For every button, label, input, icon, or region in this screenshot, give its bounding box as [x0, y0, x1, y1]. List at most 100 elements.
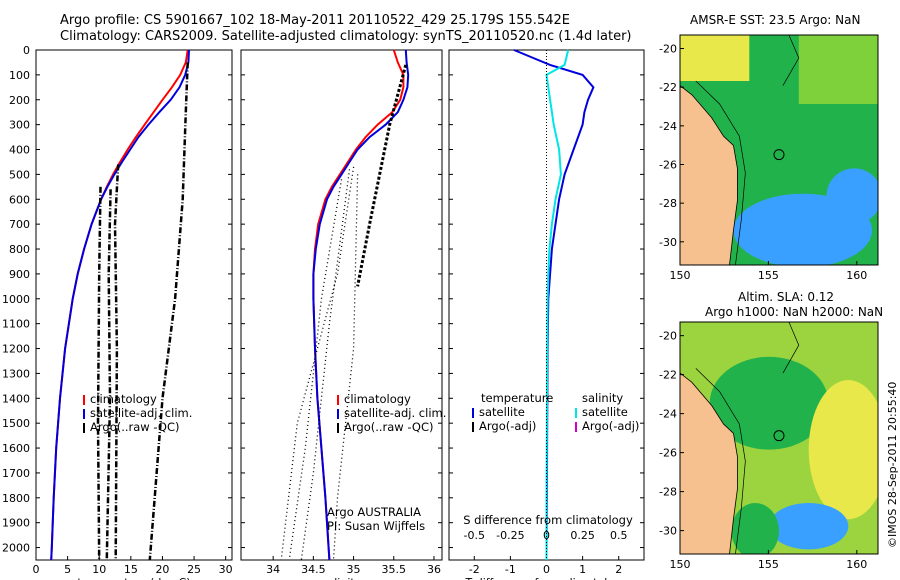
warm-patch: [680, 35, 750, 81]
temperature-legend-label: climatology: [90, 392, 157, 406]
salinity-legend-label: climatology: [344, 392, 411, 406]
series-climatology: [312, 49, 405, 561]
depth-tick-label: 500: [9, 168, 30, 181]
x-tick-label-salinity: 34.5: [301, 563, 326, 576]
depth-tick-label: 800: [9, 243, 30, 256]
argo-program-note: Argo AUSTRALIA: [327, 505, 421, 519]
x-tick-label-salinity: 35.5: [382, 563, 407, 576]
x-tick-label-difference: -1: [505, 563, 516, 576]
map-lon-tick-label: 160: [846, 558, 867, 571]
x-tick-label-salinity: 34: [266, 563, 280, 576]
depth-tick-label: 1200: [2, 343, 30, 356]
map-lat-tick-label: -22: [659, 369, 677, 382]
temperature-legend-label: satellite-adj. clim.: [90, 406, 192, 420]
map-frame: [679, 34, 879, 266]
panel-frame-salinity: [240, 49, 443, 561]
sst-map-title: AMSR-E SST: 23.5 Argo: NaN: [690, 13, 861, 27]
x-axis-label-salinity: salinity: [322, 576, 362, 580]
series-s-satellite: [545, 49, 570, 560]
diff-top-tick-label: -0.25: [496, 529, 524, 542]
argo-raw-profile: [148, 62, 189, 561]
map-sla: [679, 321, 879, 555]
x-axis-label-difference: T difference from climatology: [465, 576, 628, 580]
x-axis-label-temperature: temperature (deg C): [77, 576, 190, 580]
depth-tick-label: 300: [9, 119, 30, 132]
diff-top-tick-label: 0.5: [610, 529, 628, 542]
depth-contour: [695, 80, 746, 265]
x-tick-label-difference: 0: [543, 563, 550, 576]
depth-tick-label: 2000: [2, 542, 30, 555]
plot-title-line2: Climatology: CARS2009. Satellite-adjuste…: [60, 29, 632, 44]
map-lon-tick-label: 155: [758, 558, 779, 571]
land-mass: [680, 35, 738, 265]
map-lat-tick-label: -24: [659, 408, 677, 421]
series-satellite-adj-clim-: [312, 49, 410, 561]
map-lat-tick-label: -30: [659, 525, 677, 538]
sla-patch: [808, 380, 878, 520]
map-lat-tick-label: -26: [659, 158, 677, 171]
series-satellite-adj-clim-: [50, 49, 190, 561]
depth-tick-label: 1300: [2, 367, 30, 380]
argo-raw-salinity: [288, 179, 343, 561]
map-lat-tick-label: -28: [659, 197, 677, 210]
x-tick-label-temperature: 10: [92, 563, 106, 576]
x-tick-label-difference: -2: [469, 563, 480, 576]
sla-patch: [709, 356, 829, 450]
land-mass: [680, 322, 738, 554]
argo-raw-profile: [96, 186, 102, 561]
x-tick-label-temperature: 20: [155, 563, 169, 576]
reef-contour: [782, 322, 800, 374]
argo-raw-profile: [113, 164, 120, 561]
depth-tick-label: 1500: [2, 417, 30, 430]
diff-salinity-legend-label: satellite: [582, 405, 628, 419]
x-tick-label-difference: 2: [615, 563, 622, 576]
salinity-legend-label: Argo(..raw -QC): [344, 420, 434, 434]
diff-legend-t-title: temperature: [481, 391, 553, 405]
depth-tick-label: 1600: [2, 442, 30, 455]
argo-raw-profile: [105, 189, 112, 561]
x-tick-label-temperature: 0: [33, 563, 40, 576]
map-lat-tick-label: -26: [659, 447, 677, 460]
diff-temperature-legend-label: Argo(-adj): [479, 419, 536, 433]
sla-patch: [769, 502, 849, 550]
depth-tick-label: 600: [9, 193, 30, 206]
map-lon-tick-label: 150: [670, 558, 691, 571]
diff-legend-s-title: salinity: [582, 391, 623, 405]
x-tick-label-temperature: 15: [124, 563, 138, 576]
map-frame: [679, 321, 879, 555]
map-sst: [679, 34, 879, 266]
map-lon-tick-label: 160: [846, 269, 867, 282]
diff-top-tick-label: 0.25: [570, 529, 595, 542]
depth-tick-label: 200: [9, 94, 30, 107]
pi-note: PI: Susan Wijffels: [327, 519, 425, 533]
salinity-legend-label: satellite-adj. clim.: [344, 406, 446, 420]
map-lat-tick-label: -20: [659, 43, 677, 56]
sla-map-title-1: Altim. SLA: 0.12: [738, 290, 835, 304]
argo-raw-salinity: [356, 64, 408, 287]
map-lat-tick-label: -22: [659, 81, 677, 94]
x-tick-label-temperature: 30: [219, 563, 233, 576]
map-content: [680, 322, 878, 554]
depth-tick-label: 0: [23, 44, 30, 57]
depth-tick-label: 1000: [2, 293, 30, 306]
x-tick-label-salinity: 35: [347, 563, 361, 576]
diff-top-tick-label: 0: [543, 529, 550, 542]
argo-raw-salinity: [332, 174, 359, 561]
map-content: [680, 35, 878, 265]
reef-contour: [782, 35, 800, 86]
diff-temperature-legend-label: satellite: [479, 405, 525, 419]
x-tick-label-difference: 1: [579, 563, 586, 576]
depth-tick-label: 1100: [2, 318, 30, 331]
map-lat-tick-label: -20: [659, 330, 677, 343]
x-tick-label-temperature: 5: [64, 563, 71, 576]
sla-map-title-2: Argo h1000: NaN h2000: NaN: [705, 305, 884, 319]
map-lat-tick-label: -24: [659, 120, 677, 133]
x-tick-label-temperature: 25: [187, 563, 201, 576]
argo-position-marker: [773, 149, 785, 161]
depth-tick-label: 1800: [2, 492, 30, 505]
credit-stamp: ©IMOS 28-Sep-2011 20:55:40: [886, 381, 899, 548]
cool-patch: [826, 168, 878, 224]
map-lat-tick-label: -28: [659, 486, 677, 499]
depth-tick-label: 1400: [2, 392, 30, 405]
